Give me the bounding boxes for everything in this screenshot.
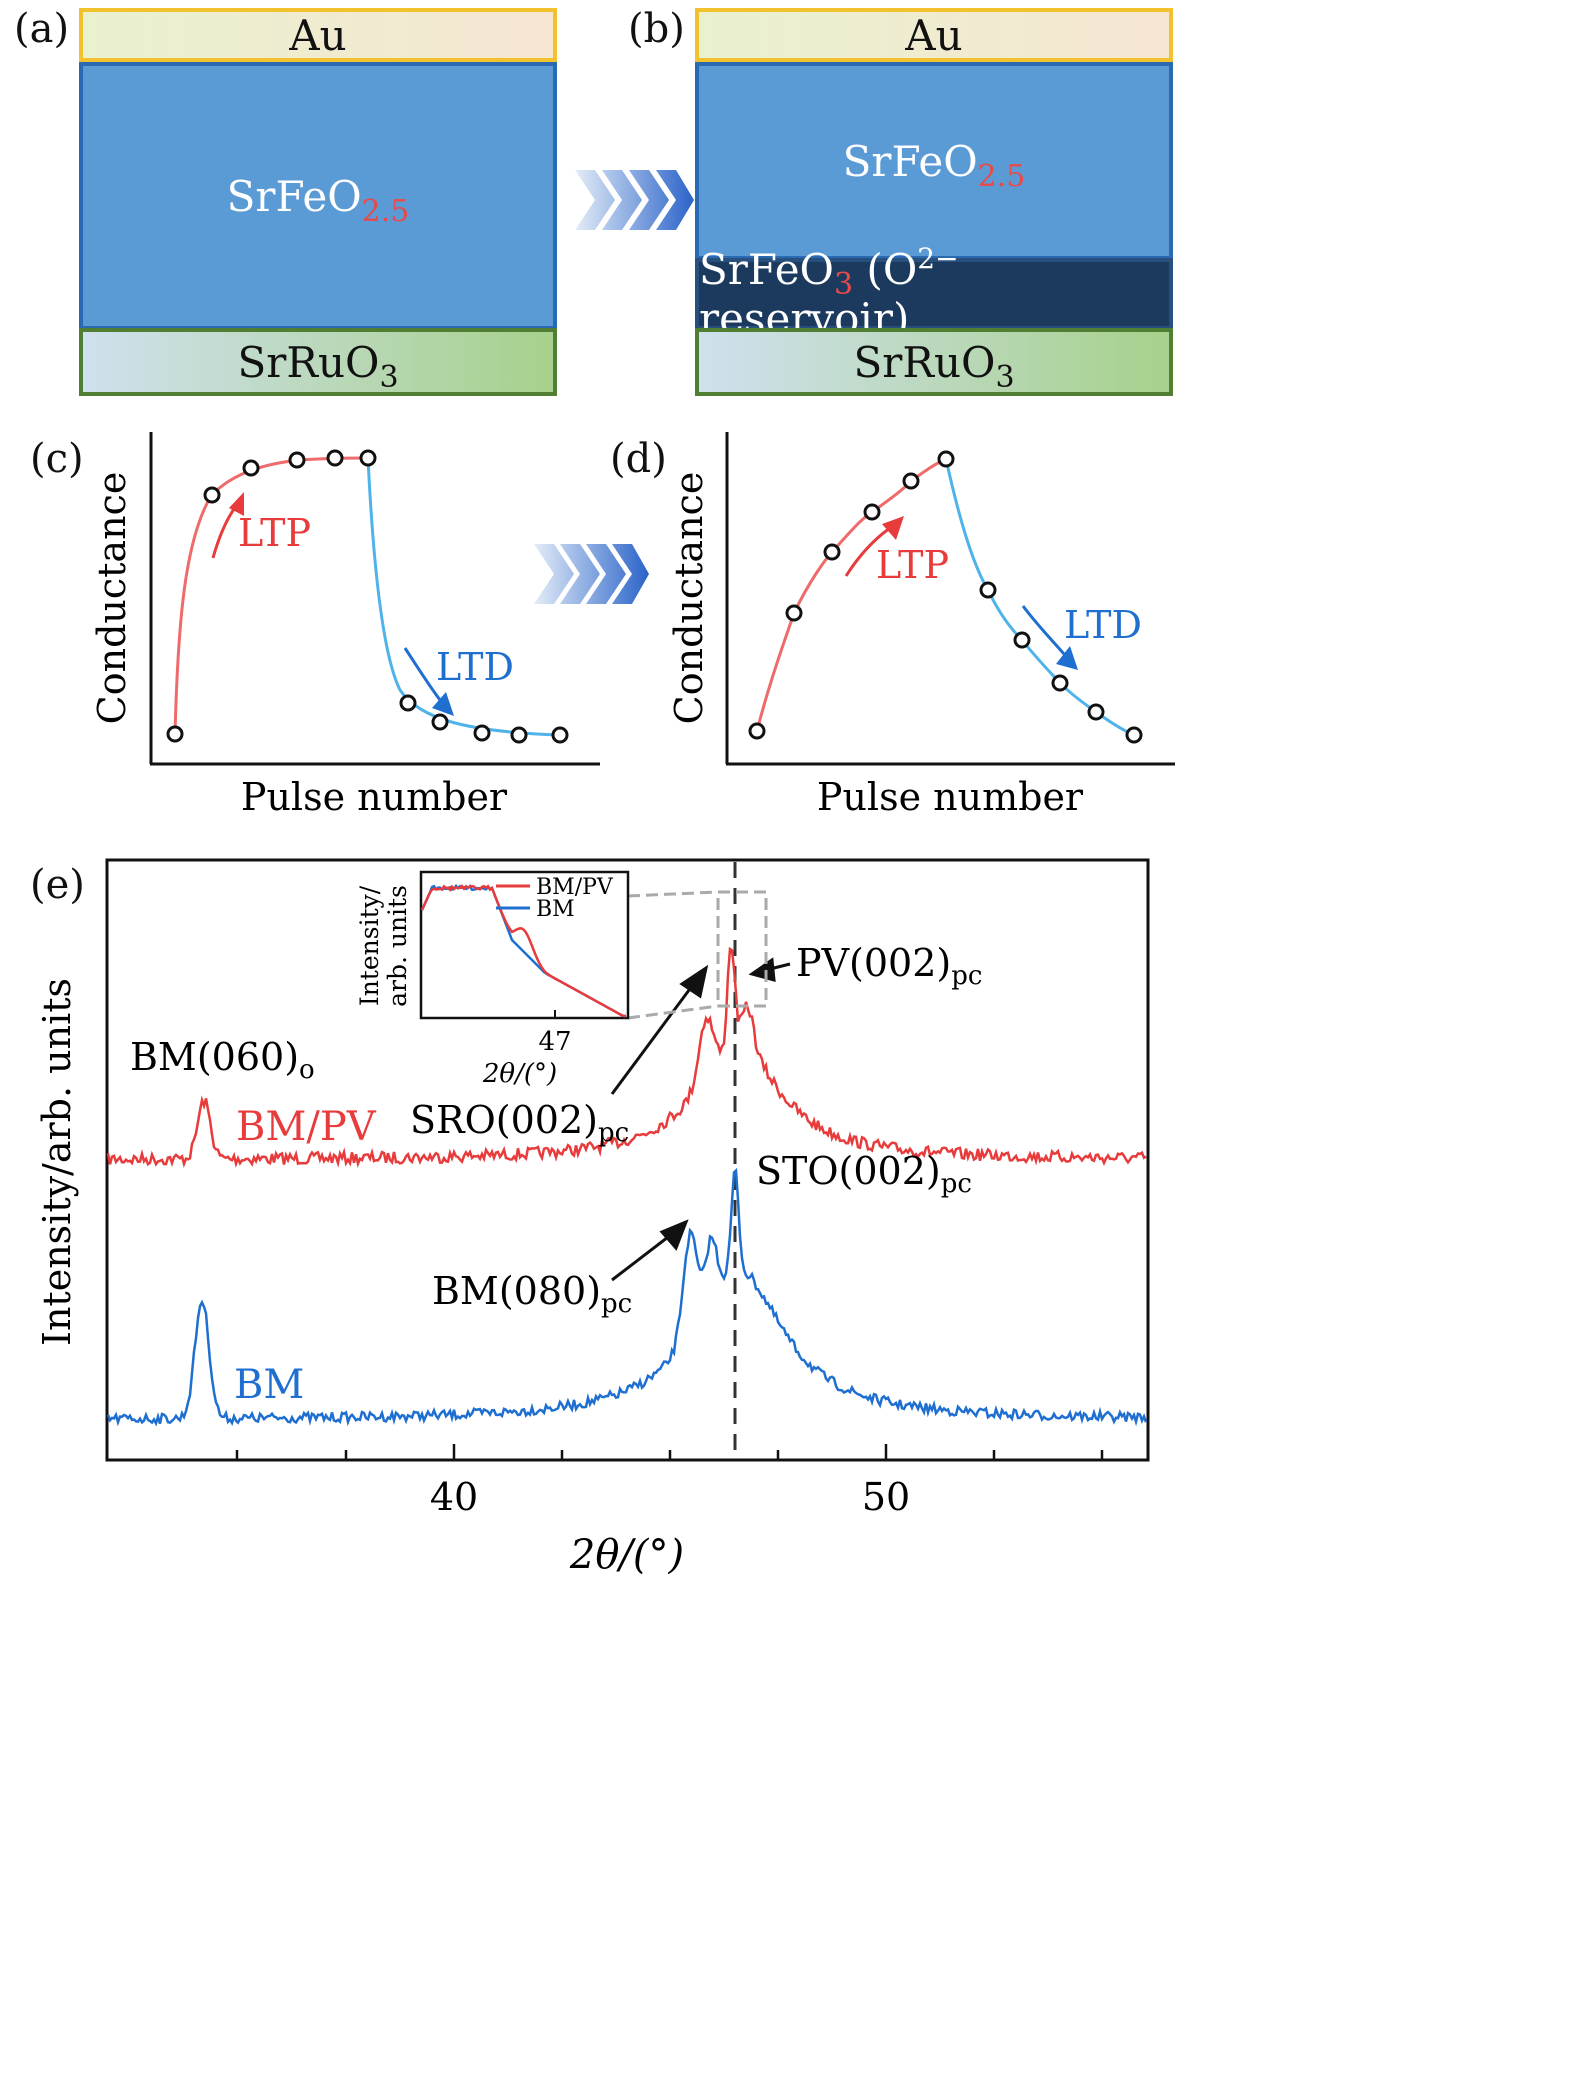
panel-c-point: [510, 726, 528, 744]
panel-d-ltd-arrow-icon: [1021, 605, 1066, 655]
panel-e-xtick-50: 50: [862, 1475, 910, 1519]
panel-c-point: [431, 713, 449, 731]
annotation-pv002: PV(002)pc: [796, 941, 982, 991]
chevron-arrow-cd-icon: [534, 544, 649, 604]
panel-c-point: [166, 725, 184, 743]
panel-c-xlabel: Pulse number: [241, 775, 508, 819]
layer-au-b-label: Au: [905, 10, 963, 60]
panel-e-ticks: [235, 1444, 1104, 1460]
panel-c-point: [399, 694, 417, 712]
annotation-arrows: [610, 957, 791, 1282]
panel-d-ltd-arrowhead-icon: [1056, 646, 1078, 670]
panel-label-e: (e): [30, 862, 85, 908]
panel-d-point: [1087, 703, 1105, 721]
panel-c-point: [326, 449, 344, 467]
panel-c-ltd-label: LTD: [436, 645, 514, 689]
layer-srfeo25-a-label: SrFeO2.5: [226, 171, 410, 229]
layer-srruo3-a: SrRuO3: [79, 328, 557, 396]
layer-srfeo3-reservoir: SrFeO3 (O2− reservoir): [695, 242, 1173, 343]
spectrum-bm-pv: [106, 946, 1147, 1168]
layer-srfeo25-a: SrFeO2.5: [79, 62, 557, 330]
panel-c-ltd-arrowhead-icon: [432, 692, 454, 716]
panel-d-ltp-curve: [755, 457, 947, 732]
arrow-bm080-head-icon: [659, 1219, 689, 1251]
chevron-arrow-ab-icon: [575, 170, 694, 230]
panel-c-point: [288, 451, 306, 469]
panel-d-point: [1125, 726, 1143, 744]
panel-d-point: [902, 472, 920, 490]
panel-label-b: (b): [628, 6, 685, 52]
panel-c-ylabel: Conductance: [90, 472, 134, 725]
inset-legend-bm-pv: BM/PV: [536, 875, 614, 900]
panel-d-point: [785, 604, 803, 622]
annotation-bm060: BM(060)o: [130, 1035, 315, 1085]
inset-spectrum-bm-pv: [420, 884, 626, 1018]
panel-c-point: [551, 726, 569, 744]
panel-c-ltd-arrow-icon: [403, 647, 442, 701]
panel-d-data-points: [748, 450, 1143, 744]
panel-d-point: [863, 503, 881, 521]
spectrum-bm: [106, 1167, 1148, 1427]
panel-c-point: [359, 449, 377, 467]
layer-srruo3-b-label: SrRuO3: [853, 337, 1015, 395]
arrow-sro-head-icon: [679, 964, 709, 999]
layer-au-b: Au: [695, 8, 1173, 62]
zoom-region-box: [716, 890, 768, 1008]
panel-d-point: [1013, 631, 1031, 649]
panel-d-point: [1051, 674, 1069, 692]
panel-e-xlabel: 2θ/(°): [569, 1532, 684, 1578]
panel-c-ltp-curve: [173, 456, 369, 735]
layer-au-a: Au: [79, 8, 557, 62]
panel-d-ylabel: Conductance: [667, 472, 711, 725]
zoom-connector-top: [627, 890, 719, 898]
arrow-sro-icon: [610, 981, 697, 1095]
panel-d-xlabel: Pulse number: [817, 775, 1084, 819]
panel-d-point: [823, 543, 841, 561]
layer-srfeo25-b-label: SrFeO2.5: [842, 136, 1026, 194]
annotation-sro002: SRO(002)pc: [410, 1098, 629, 1148]
inset-frame: [419, 870, 630, 1020]
panel-d-point: [937, 450, 955, 468]
panel-c-ltp-arrowhead-icon: [229, 492, 244, 516]
inset-ylabel-line2: arb. units: [383, 885, 412, 1007]
layer-srfeo25-b: SrFeO2.5: [695, 62, 1173, 260]
annotation-sto002: STO(002)pc: [756, 1149, 972, 1199]
panel-label-d: (d): [610, 436, 667, 482]
panel-d-ltp-label: LTP: [876, 543, 949, 587]
series-label-bm-pv: BM/PV: [236, 1104, 377, 1150]
panel-e-ylabel: Intensity/arb. units: [35, 978, 79, 1346]
panel-d-plot: LTP LTD Pulse number Conductance: [667, 432, 1175, 819]
panel-e-xtick-40: 40: [430, 1475, 478, 1519]
zoom-connector-bottom: [627, 1004, 719, 1020]
panel-d-ltp-arrow-icon: [844, 526, 891, 577]
series-label-bm: BM: [234, 1362, 304, 1408]
arrow-bm080-icon: [611, 1232, 673, 1282]
panel-c-data-points: [166, 449, 569, 744]
panel-c-ltp-label: LTP: [238, 511, 311, 555]
panel-e-frame: [105, 858, 1150, 1462]
layer-srruo3-a-label: SrRuO3: [237, 337, 399, 395]
panel-d-ltd-curve: [944, 458, 1135, 737]
panel-d-ltp-arrowhead-icon: [882, 516, 904, 540]
inset-xlabel: 2θ/(°): [482, 1059, 557, 1089]
panel-c-point: [203, 486, 221, 504]
panel-e-plot: 40 50 2θ/(°) Intensity/arb. units BM/PV …: [35, 858, 1150, 1578]
inset-ylabel-line1: Intensity/: [355, 885, 384, 1006]
layer-au-a-label: Au: [289, 10, 347, 60]
inset-legend-bm: BM: [536, 897, 575, 922]
inset-plot: 47 2θ/(°) Intensity/ arb. units BM/PV BM: [355, 870, 630, 1089]
arrow-pv-head-icon: [748, 957, 776, 983]
panel-label-c: (c): [30, 436, 84, 482]
panel-c-ltp-arrow-icon: [211, 505, 238, 559]
annotation-bm080: BM(080)pc: [432, 1269, 632, 1319]
panel-d-point: [748, 722, 766, 740]
panel-c-point: [473, 724, 491, 742]
panel-d-ltd-label: LTD: [1064, 603, 1142, 647]
panel-label-a: (a): [14, 6, 70, 52]
inset-xtick-47: 47: [538, 1027, 571, 1057]
panel-d-point: [979, 581, 997, 599]
layer-srruo3-b: SrRuO3: [695, 328, 1173, 396]
panel-c-point: [242, 459, 260, 477]
panel-c-plot: LTP LTD Pulse number Conductance: [90, 432, 600, 819]
